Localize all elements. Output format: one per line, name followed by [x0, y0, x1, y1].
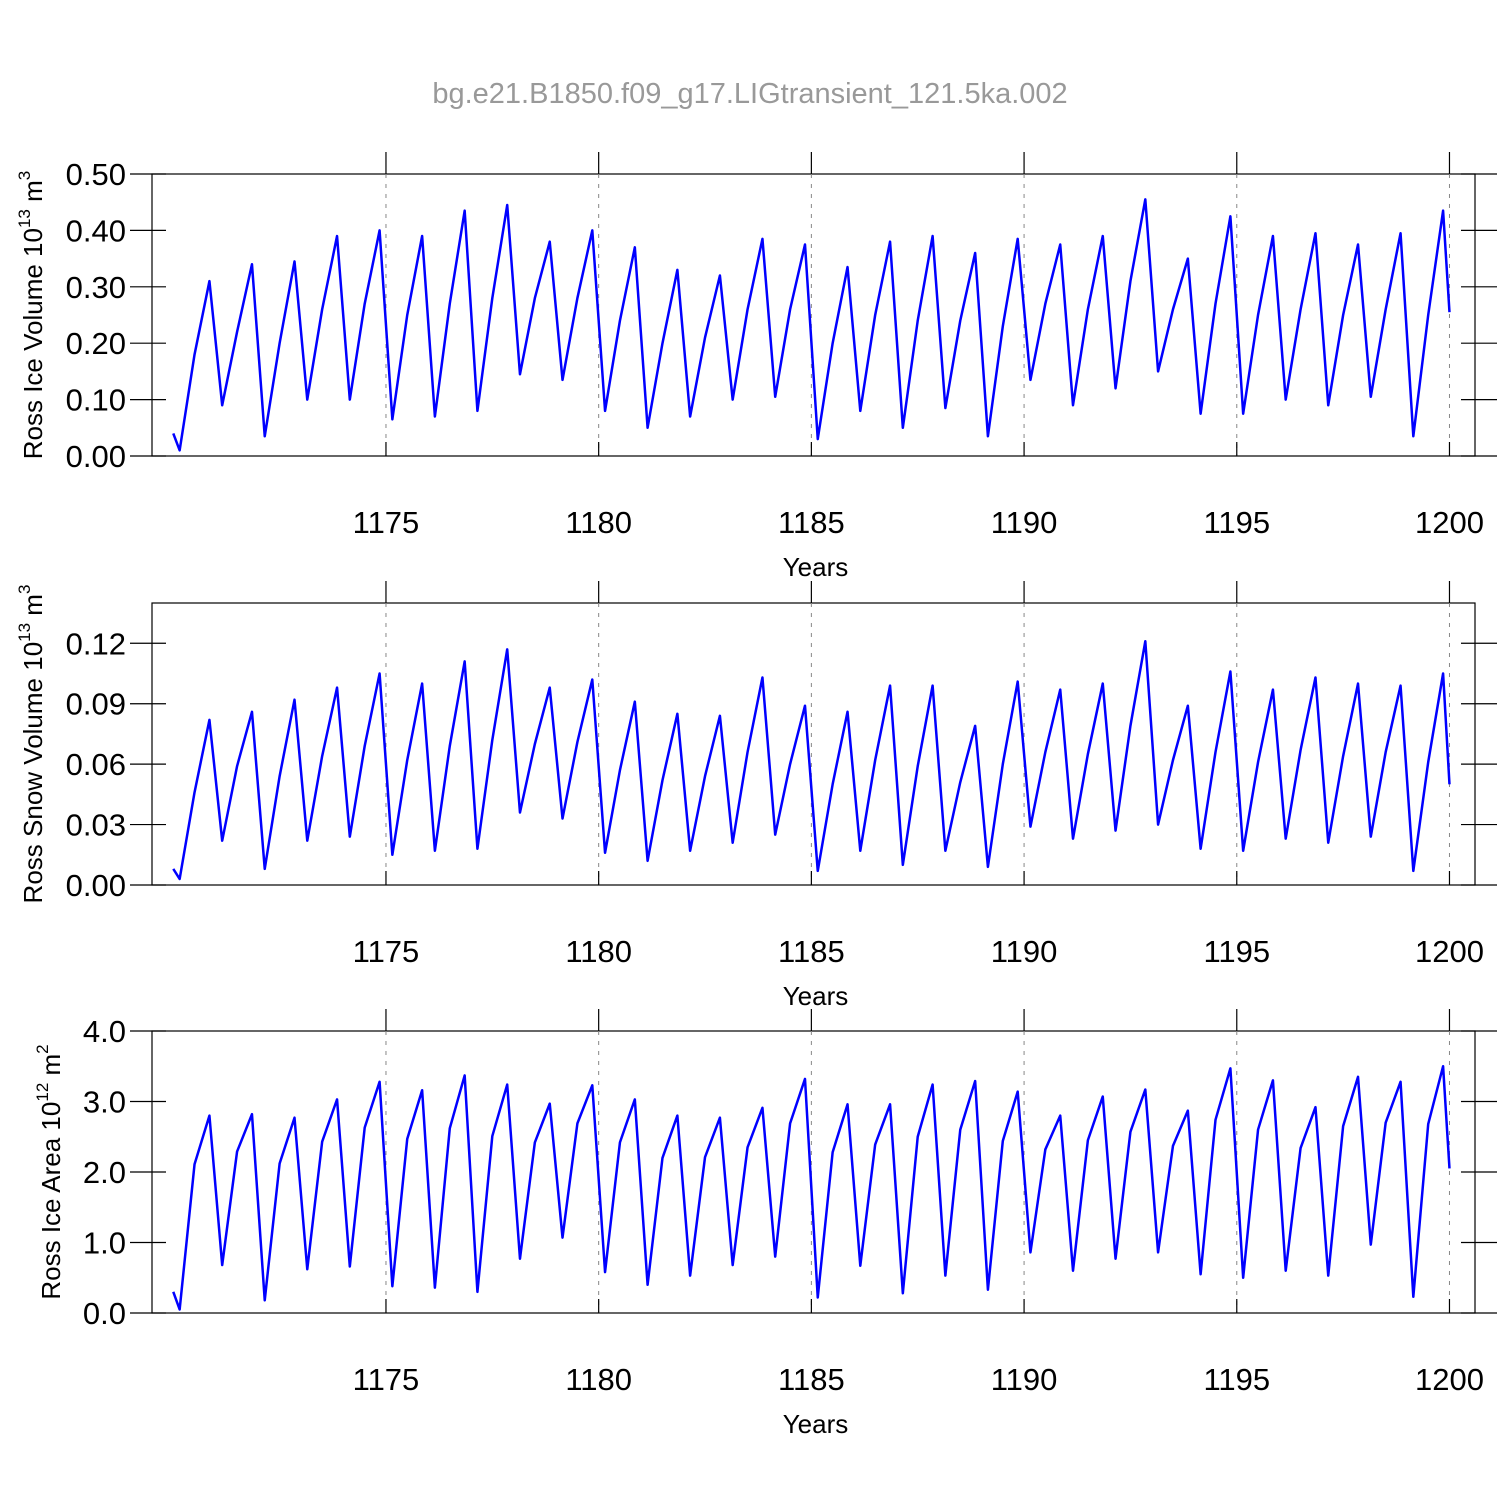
y-tick-label: 0.30: [66, 270, 126, 305]
x-tick-label: 1195: [1203, 505, 1270, 540]
y-tick-label: 0.10: [66, 383, 126, 418]
y-axis-title-exponent: 3: [15, 585, 34, 594]
y-axis-title: Ross Snow Volume 1013 m3: [15, 585, 48, 904]
y-tick-label: 0.12: [66, 626, 126, 661]
y-tick-label: 0.20: [66, 326, 126, 361]
x-tick-label: 1185: [778, 1362, 845, 1397]
x-tick-label: 1175: [353, 1362, 420, 1397]
y-tick-label: 1.0: [83, 1226, 126, 1261]
x-tick-label: 1190: [991, 505, 1058, 540]
y-tick-label: 0.0: [83, 1296, 126, 1331]
data-line: [172, 198, 1451, 452]
figure-title: bg.e21.B1850.f09_g17.LIGtransient_121.5k…: [432, 78, 1067, 110]
x-tick-label: 1185: [778, 934, 845, 969]
y-tick-label: 0.06: [66, 747, 126, 782]
x-tick-label: 1200: [1415, 505, 1484, 540]
x-tick-label: 1200: [1415, 1362, 1484, 1397]
y-axis-title-part: Ross Ice Area 10: [36, 1102, 66, 1300]
x-tick-label: 1185: [778, 505, 845, 540]
y-tick-label: 0.00: [66, 439, 126, 474]
data-line: [172, 1065, 1451, 1311]
y-tick-label: 0.50: [66, 157, 126, 192]
y-tick-label: 0.00: [66, 868, 126, 903]
y-axis-title: Ross Ice Volume 1013 m3: [15, 171, 48, 460]
x-tick-label: 1195: [1203, 1362, 1270, 1397]
x-tick-label: 1195: [1203, 934, 1270, 969]
y-axis-title-exponent: 13: [15, 623, 34, 642]
y-axis-title-part: Ross Ice Volume 10: [18, 228, 48, 459]
x-tick-label: 1180: [565, 1362, 632, 1397]
plot-frame: [151, 602, 1476, 886]
y-tick-label: 2.0: [83, 1155, 126, 1190]
y-axis-title: Ross Ice Area 1012 m2: [33, 1044, 66, 1299]
y-tick-label: 3.0: [83, 1085, 126, 1120]
x-tick-label: 1190: [991, 934, 1058, 969]
y-tick-label: 0.09: [66, 687, 126, 722]
y-axis-title-part: m: [18, 180, 48, 209]
y-tick-label: 0.40: [66, 213, 126, 248]
x-tick-label: 1200: [1415, 934, 1484, 969]
y-axis-title-exponent: 13: [15, 209, 34, 228]
x-tick-label: 1175: [353, 505, 420, 540]
y-axis-title-part: m: [18, 594, 48, 623]
y-axis-title-part: Ross Snow Volume 10: [18, 642, 48, 904]
y-tick-label: 0.03: [66, 808, 126, 843]
data-line: [172, 640, 1451, 881]
x-tick-label: 1180: [565, 934, 632, 969]
y-tick-label: 4.0: [83, 1014, 126, 1049]
x-tick-label: 1175: [353, 934, 420, 969]
x-axis-title: Years: [783, 1409, 849, 1439]
y-axis-title-exponent: 12: [33, 1083, 52, 1102]
x-tick-label: 1190: [991, 1362, 1058, 1397]
x-tick-label: 1180: [565, 505, 632, 540]
y-axis-title-exponent: 2: [33, 1044, 52, 1053]
y-axis-title-exponent: 3: [15, 171, 34, 180]
x-axis-title: Years: [783, 981, 849, 1011]
x-axis-title: Years: [783, 552, 849, 582]
plot-frame: [151, 173, 1476, 457]
y-axis-title-part: m: [36, 1054, 66, 1083]
